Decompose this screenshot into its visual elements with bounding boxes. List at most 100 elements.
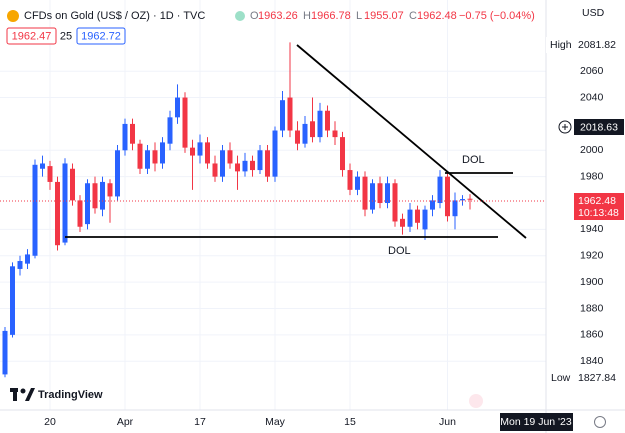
candle-body (295, 130, 300, 144)
candle-body (47, 166, 53, 182)
candle-body (40, 163, 45, 169)
candle-body (460, 199, 465, 201)
candle-body (55, 181, 60, 246)
candle-body (145, 150, 150, 169)
candle-body (205, 142, 210, 164)
candle-body (190, 147, 195, 156)
candle-body (220, 150, 225, 177)
dol-label: DOL (388, 245, 411, 257)
logo-mark (13, 388, 17, 401)
crosshair-date-tag (500, 413, 573, 431)
candle-body (62, 163, 68, 243)
ohlc-key: H (303, 10, 311, 22)
candle-body (137, 143, 143, 169)
candle-body (92, 183, 98, 209)
x-tick-label: May (265, 416, 286, 428)
y-tick-label: 1920 (580, 250, 604, 262)
candle-body (467, 198, 473, 200)
candle-body (265, 150, 270, 177)
candle-body (212, 163, 218, 177)
ohlc-value: 1963.26 (258, 10, 298, 22)
y-tick-label: 1880 (580, 302, 604, 314)
high-value: 2081.82 (578, 39, 616, 51)
ohlc-value: 1966.78 (311, 10, 351, 22)
y-tick-label: 2040 (580, 91, 604, 103)
y-tick-label: 2000 (580, 144, 604, 156)
candle-body (77, 200, 83, 227)
candle-body (122, 123, 128, 151)
high-label: High (550, 39, 572, 51)
candle-body (175, 97, 180, 118)
change: −0.75 (−0.04%) (459, 10, 535, 22)
candle-body (227, 150, 233, 164)
candles (2, 42, 473, 378)
candle-body (115, 150, 120, 197)
candle-body (10, 266, 15, 335)
ask: 1962.72 (81, 30, 121, 42)
candle-body (235, 163, 240, 172)
ohlc-key: L (356, 10, 362, 22)
candle-body (362, 176, 368, 210)
countdown: 10:13:48 (578, 207, 619, 219)
candle-body (437, 176, 443, 204)
x-tick-label: 17 (194, 416, 206, 428)
crosshair-date: Mon 19 Jun '23 (500, 416, 572, 428)
trendline (296, 44, 527, 239)
ohlc-value: 1962.48 (417, 10, 457, 22)
y-tick-label: 1840 (580, 355, 604, 367)
flash-icon[interactable] (469, 394, 483, 408)
crosshair-price-tag (574, 119, 624, 135)
x-tick-label: 20 (44, 416, 56, 428)
crosshair-plus[interactable] (558, 120, 572, 134)
crosshair-price: 2018.63 (580, 121, 618, 133)
x-tick-label: 15 (344, 416, 356, 428)
currency: USD (582, 7, 605, 19)
logo-mark (20, 388, 26, 394)
logo-mark (25, 388, 35, 401)
candle-body (107, 183, 113, 197)
candle-body (445, 176, 450, 217)
last-price-tag (574, 193, 624, 220)
ohlc: O 1963.26 H 1966.78 L 1955.07 C 1962.48 −0.75 (−… (250, 10, 535, 22)
high-tag (546, 37, 574, 53)
symbol: CFDs on Gold (US$ / OZ) · 1D · TVC (24, 10, 205, 22)
low-label: Low (551, 372, 571, 384)
candle-body (272, 130, 278, 177)
candle-body (407, 209, 413, 227)
candle-body (385, 183, 390, 204)
candle-body (257, 150, 263, 171)
candle-body (370, 183, 375, 210)
settings-icon[interactable] (594, 416, 606, 428)
candle-body (392, 183, 398, 222)
dol-label: DOL (462, 154, 485, 166)
logo-text: TradingView (38, 389, 103, 401)
ohlc-key: O (250, 10, 259, 22)
candle-body (250, 160, 255, 171)
candle-body (400, 218, 405, 227)
logo: TradingView (10, 388, 103, 401)
candle-body (452, 200, 458, 217)
y-tick-label: 1980 (580, 170, 604, 182)
candle-body (430, 200, 435, 210)
y-tick-label: 2060 (580, 65, 604, 77)
candle-body (70, 168, 75, 201)
x-tick-label: Jun (439, 416, 456, 428)
candle-body (310, 121, 315, 138)
candle-body (422, 209, 428, 230)
spread: 25 (60, 30, 72, 42)
candle-body (152, 150, 158, 164)
candle-body (167, 117, 173, 144)
bid-box[interactable] (6, 27, 57, 45)
candle-body (317, 110, 323, 138)
candle-body (415, 209, 420, 223)
candle-body (355, 176, 360, 190)
candle-body (17, 261, 23, 269)
candle-body (130, 123, 135, 144)
candle-body (182, 97, 188, 148)
ask-box[interactable] (76, 27, 126, 45)
x-tick-label: Apr (117, 416, 134, 428)
last-price: 1962.48 (578, 195, 616, 207)
candle-body (377, 183, 383, 204)
